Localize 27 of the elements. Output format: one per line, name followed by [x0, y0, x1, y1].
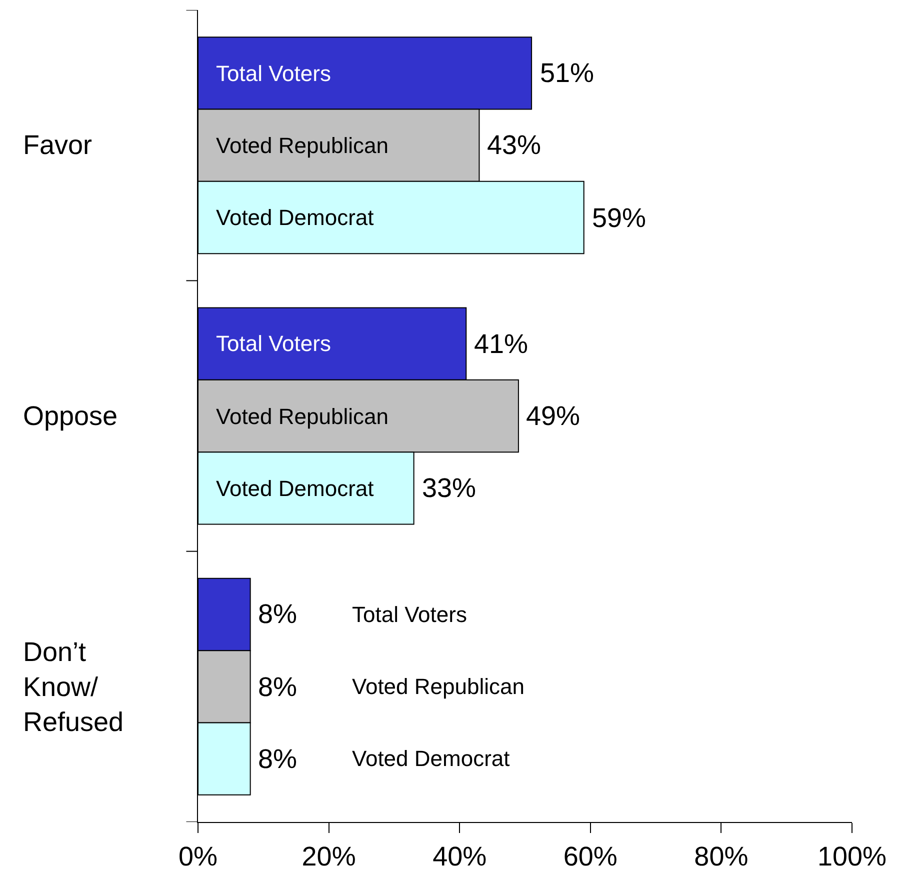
series-label: Voted Democrat [216, 205, 374, 230]
text: Voted Republican [352, 674, 524, 699]
data-label: 41% [474, 329, 528, 359]
data-label: 59% [592, 203, 646, 233]
data-label: 51% [540, 58, 594, 88]
text: Voted Democrat [216, 476, 374, 501]
x-tick-label: 40% [432, 841, 487, 872]
data-label: 49% [526, 401, 580, 431]
text: Total Voters [216, 331, 331, 356]
y-tick-label: Don’t Know/ Refused [23, 637, 124, 738]
x-tick-label: 100% [817, 841, 887, 872]
text: Voted Democrat [352, 746, 510, 771]
series-label: Voted Republican [216, 133, 388, 158]
y-tick-label: Oppose [23, 401, 118, 431]
data-label: 8% [258, 744, 298, 774]
y-tick-label: Favor [23, 130, 92, 160]
data-label: 8% [258, 599, 298, 629]
text: Voted Republican [216, 404, 388, 429]
data-label: 43% [487, 130, 542, 160]
x-tick-label: 0% [178, 841, 218, 872]
series-label: Total Voters [216, 61, 331, 86]
data-label: 8% [258, 672, 298, 702]
x-tick-label: 20% [302, 841, 356, 872]
text: Total Voters [352, 602, 467, 627]
data-label: 33% [422, 473, 476, 503]
x-tick-label: 60% [563, 841, 618, 872]
x-tick-label: 80% [694, 841, 748, 872]
